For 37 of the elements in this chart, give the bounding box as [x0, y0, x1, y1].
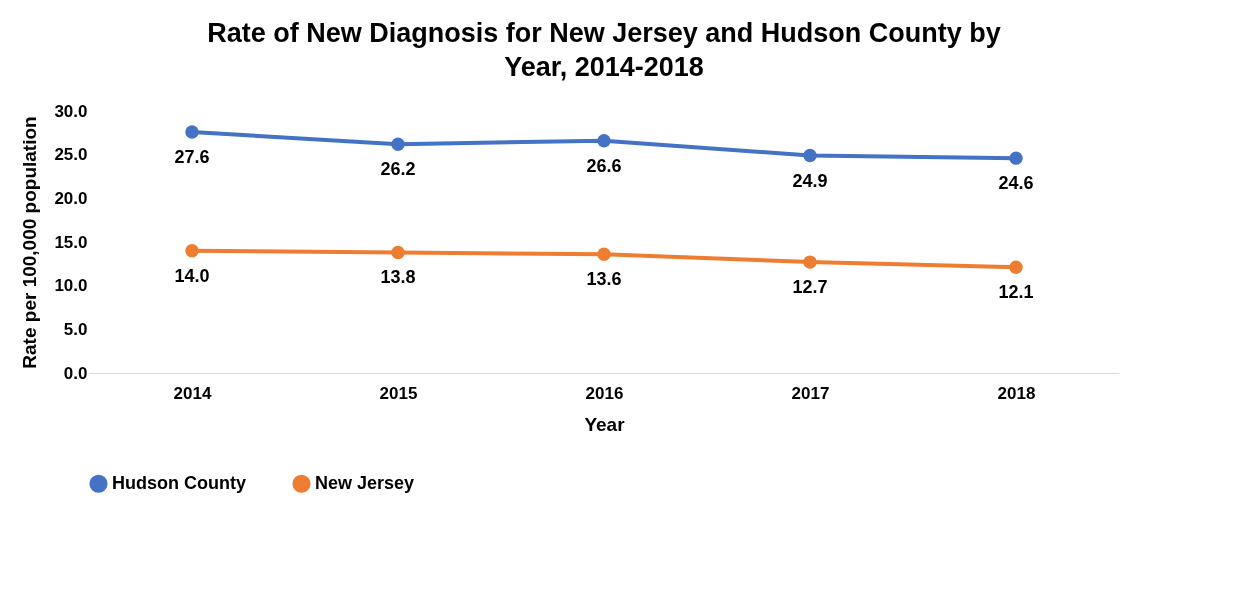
- x-tick-label: 2015: [379, 383, 418, 403]
- data-label: 26.6: [586, 155, 622, 176]
- data-label: 13.8: [380, 267, 416, 288]
- data-label: 26.2: [380, 159, 416, 180]
- data-label: 27.6: [174, 146, 210, 167]
- y-tick-label: 30.0: [54, 101, 88, 121]
- point: [597, 134, 611, 148]
- y-tick-label: 25.0: [54, 145, 88, 165]
- point: [1009, 260, 1023, 275]
- point: [391, 137, 405, 151]
- point: [391, 245, 405, 260]
- y-tick-label: 20.0: [54, 188, 88, 208]
- data-label: 12.1: [998, 282, 1034, 303]
- data-label: 13.6: [586, 269, 622, 290]
- legend-label: New Jersey: [315, 472, 415, 493]
- point: [185, 244, 199, 258]
- point: [185, 125, 199, 139]
- point: [597, 247, 611, 261]
- y-tick-label: 5.0: [63, 319, 88, 339]
- legend-label: Hudson County: [112, 472, 246, 493]
- data-label: 24.6: [998, 173, 1034, 194]
- x-tick-label: 2014: [173, 383, 212, 403]
- x-tick-label: 2018: [997, 383, 1036, 403]
- y-tick-label: 10.0: [54, 276, 88, 296]
- data-label: 14.0: [174, 265, 210, 286]
- y-tick-label: 15.0: [54, 232, 88, 252]
- x-axis-title: Year: [584, 413, 626, 435]
- y-axis-title: Rate per 100,000 population: [19, 116, 41, 369]
- data-label: 12.7: [792, 277, 828, 298]
- x-tick-label: 2016: [585, 383, 624, 403]
- chart-title: Rate of New Diagnosis for New Jersey and Hudson County by Year, 2014-2018: [207, 18, 1001, 82]
- data-label: 24.9: [792, 170, 828, 191]
- x-tick-label: 2017: [791, 383, 830, 403]
- point: [803, 255, 817, 269]
- point: [1009, 151, 1023, 165]
- y-tick-label: 0.0: [63, 363, 88, 383]
- point: [803, 148, 817, 163]
